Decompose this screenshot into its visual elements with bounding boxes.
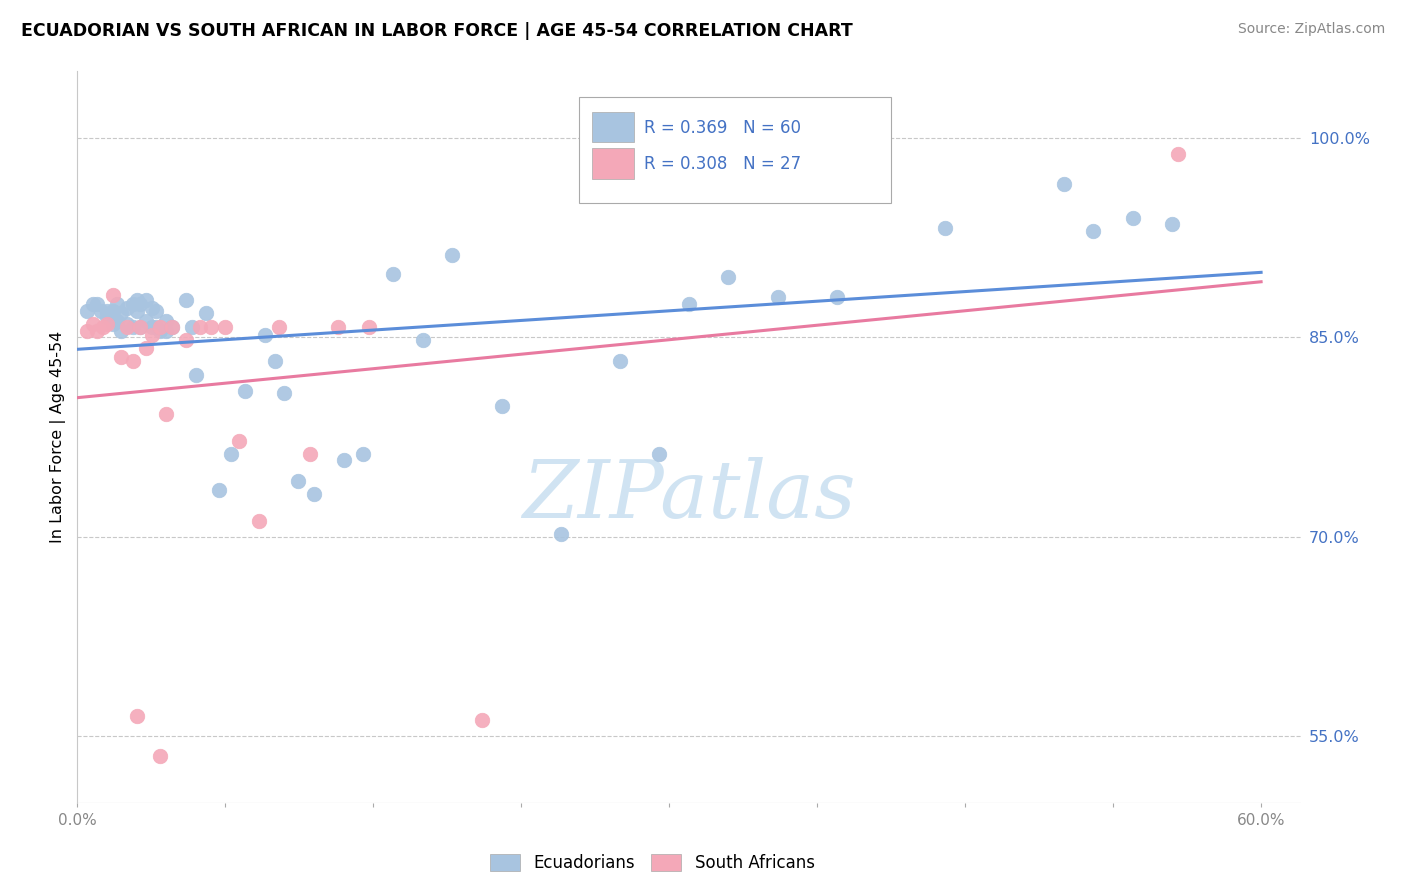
Point [96, 317, 118, 331]
Point [121, 297, 143, 311]
Point [125, 709, 148, 723]
Point [174, 333, 197, 347]
Point [184, 368, 207, 382]
Point [188, 319, 211, 334]
Point [273, 386, 295, 401]
FancyBboxPatch shape [592, 112, 634, 143]
Point [135, 314, 157, 328]
Point [934, 221, 956, 235]
Text: ZIPatlas: ZIPatlas [522, 457, 856, 534]
Point [160, 319, 183, 334]
Point [609, 354, 631, 368]
Point [359, 319, 381, 334]
Point [90, 303, 112, 318]
Point [129, 319, 152, 334]
Point [121, 319, 143, 334]
Point [101, 287, 124, 301]
Point [825, 290, 848, 304]
Point [105, 314, 128, 328]
Point [101, 317, 124, 331]
Point [1167, 146, 1189, 161]
Point [194, 306, 217, 320]
Point [332, 452, 354, 467]
Point [155, 314, 177, 328]
Point [1122, 211, 1144, 225]
Point [678, 297, 700, 311]
Point [96, 303, 118, 318]
Point [145, 319, 167, 334]
Point [105, 297, 128, 311]
Point [352, 447, 374, 461]
Point [110, 324, 132, 338]
Point [141, 319, 163, 334]
Point [110, 351, 132, 365]
Point [200, 319, 222, 334]
Point [1161, 217, 1184, 231]
Point [86, 324, 108, 338]
Point [263, 354, 285, 368]
Point [149, 324, 172, 338]
Point [115, 301, 138, 315]
Point [326, 319, 349, 334]
Point [149, 319, 172, 334]
Point [125, 293, 148, 307]
Point [174, 293, 197, 307]
Point [110, 306, 132, 320]
Point [145, 303, 167, 318]
Point [86, 297, 108, 311]
Point [82, 317, 104, 331]
Point [149, 749, 172, 764]
Point [1053, 178, 1076, 192]
Point [766, 290, 789, 304]
Text: Source: ZipAtlas.com: Source: ZipAtlas.com [1237, 22, 1385, 37]
Point [76, 324, 98, 338]
Point [412, 333, 434, 347]
Point [125, 303, 148, 318]
Point [267, 319, 290, 334]
Point [135, 341, 157, 355]
Point [228, 434, 250, 448]
Text: ECUADORIAN VS SOUTH AFRICAN IN LABOR FORCE | AGE 45-54 CORRELATION CHART: ECUADORIAN VS SOUTH AFRICAN IN LABOR FOR… [21, 22, 853, 40]
Point [96, 310, 118, 325]
Legend: Ecuadorians, South Africans: Ecuadorians, South Africans [484, 847, 821, 879]
Point [141, 327, 163, 342]
Point [129, 319, 152, 334]
Point [82, 297, 104, 311]
Point [253, 327, 276, 342]
Point [491, 400, 513, 414]
Point [91, 319, 114, 334]
Point [247, 514, 270, 528]
Point [208, 483, 231, 498]
Point [302, 487, 325, 501]
Point [233, 384, 256, 398]
Point [287, 474, 309, 488]
Point [1083, 224, 1105, 238]
Point [299, 447, 322, 461]
Point [160, 319, 183, 334]
FancyBboxPatch shape [579, 97, 891, 203]
Text: R = 0.308   N = 27: R = 0.308 N = 27 [644, 155, 801, 173]
Point [115, 319, 138, 334]
FancyBboxPatch shape [592, 148, 634, 179]
Point [121, 354, 143, 368]
Point [155, 408, 177, 422]
Point [441, 248, 464, 262]
Point [129, 297, 152, 311]
Y-axis label: In Labor Force | Age 45-54: In Labor Force | Age 45-54 [51, 331, 66, 543]
Point [141, 301, 163, 315]
Point [550, 527, 572, 541]
Point [717, 270, 740, 285]
Point [648, 447, 671, 461]
Point [471, 714, 494, 728]
Point [115, 317, 138, 331]
Point [135, 293, 157, 307]
Point [214, 319, 236, 334]
Point [180, 319, 202, 334]
Point [219, 447, 242, 461]
Text: R = 0.369   N = 60: R = 0.369 N = 60 [644, 119, 800, 136]
Point [101, 303, 124, 318]
Point [155, 324, 177, 338]
Point [76, 303, 98, 318]
Point [382, 267, 405, 281]
